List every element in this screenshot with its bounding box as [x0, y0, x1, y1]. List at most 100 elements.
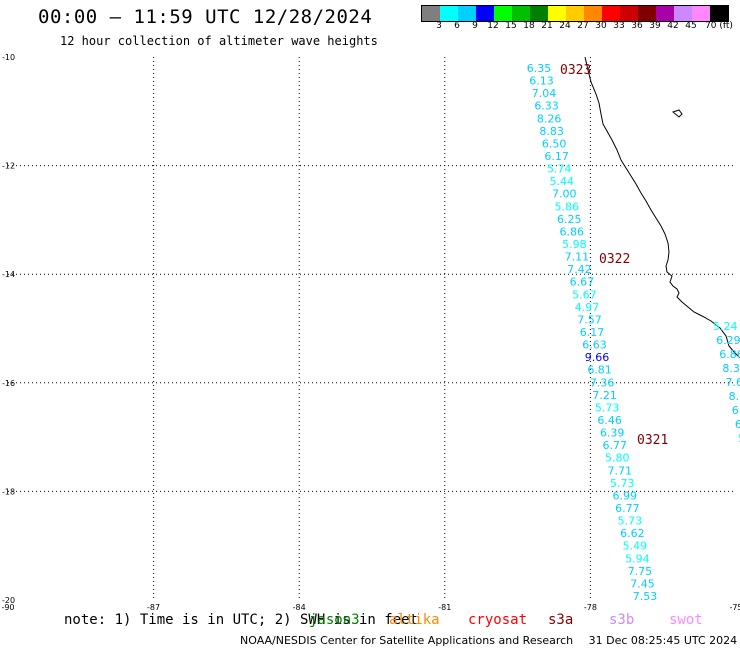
pass-time-label: 0322: [599, 252, 630, 267]
latitude-tick-label: -20: [2, 596, 15, 605]
swh-value: 6.35: [527, 62, 552, 75]
colorbar-label: 18: [523, 21, 535, 31]
swh-value: 8.83: [539, 125, 564, 138]
swh-value: 6.29: [716, 334, 740, 347]
swh-value: 5.67: [572, 288, 597, 301]
colorbar-label: 6: [454, 21, 460, 31]
latitude-tick-label: -10: [2, 53, 15, 62]
longitude-tick-label: -81: [438, 603, 451, 612]
swh-value: 6.46: [597, 414, 622, 427]
colorbar-swatch: [512, 6, 530, 21]
colorbar-swatch: [548, 6, 566, 21]
swh-value: 5.80: [605, 452, 630, 465]
peru-coastline: [584, 56, 740, 359]
swh-value: 7.04: [532, 87, 557, 100]
track-b-swh-values: 5.246.296.868.347.608.276.396.515.85: [713, 320, 740, 445]
coastline: [584, 56, 740, 359]
swh-value: 7.00: [552, 188, 577, 201]
swh-value: 5.44: [549, 175, 574, 188]
colorbar-label: 30: [595, 21, 607, 31]
swh-value: 6.17: [544, 150, 569, 163]
swh-value: 8.26: [537, 112, 562, 125]
satellite-legend-item: cryosat: [468, 612, 528, 628]
longitude-tick-label: -90: [1, 603, 14, 612]
swh-value: 7.11: [565, 251, 590, 264]
swh-value: 5.49: [623, 540, 648, 553]
colorbar-swatch: [530, 6, 548, 21]
satellite-legend-item: altika: [389, 612, 440, 628]
footer-timestamp: 31 Dec 08:25:45 UTC 2024: [588, 634, 738, 647]
colorbar-label: 45: [685, 21, 697, 31]
colorbar-swatch: [422, 6, 440, 21]
colorbar-label: 3: [436, 21, 442, 31]
swh-value: 7.60: [726, 376, 740, 389]
pass-time-label: 0323: [560, 63, 591, 78]
colorbar-swatch: [620, 6, 638, 21]
swh-value: 5.74: [547, 163, 572, 176]
swh-value: 8.27: [729, 390, 740, 403]
swh-value: 7.71: [608, 464, 633, 477]
swh-value: 5.73: [595, 401, 620, 414]
satellite-legend-item: swot: [669, 612, 703, 628]
pass-time-label: 0321: [637, 433, 668, 448]
colorbar-label: 12: [487, 21, 499, 31]
footer: NOAA/NESDIS Center for Satellite Applica…: [240, 634, 737, 647]
satellite-legend-item: s3b: [609, 612, 635, 628]
swh-value: 6.81: [587, 364, 612, 377]
swh-value: 5.24: [713, 320, 738, 333]
colorbar-label: 9: [472, 21, 478, 31]
colorbar-label: 15: [505, 21, 517, 31]
swh-value: 6.39: [732, 404, 740, 417]
colorbar-swatch: [584, 6, 602, 21]
colorbar-swatch: [602, 6, 620, 21]
longitude-tick-label: -75: [729, 603, 740, 612]
pass-labels: 0323 0322 0321: [560, 63, 668, 448]
swh-value: 6.51: [735, 418, 740, 431]
swh-value: 7.21: [592, 389, 617, 402]
satellite-legend-item: s3a: [548, 612, 574, 628]
swh-value: 7.45: [630, 577, 655, 590]
satellite-legend-item: jason3: [309, 612, 360, 628]
footer-credit: NOAA/NESDIS Center for Satellite Applica…: [240, 634, 574, 647]
colorbar-label: 33: [613, 21, 625, 31]
colorbar-label: 24: [559, 21, 571, 31]
latitude-tick-label: -16: [2, 379, 15, 388]
swh-value: 5.85: [738, 432, 740, 445]
map-subtitle: 12 hour collection of altimeter wave hei…: [60, 34, 378, 48]
longitude-tick-label: -78: [584, 603, 597, 612]
note-text: note: 1) Time is in UTC; 2) SWH is in fe…: [64, 612, 419, 628]
colorbar-swatch: [656, 6, 674, 21]
swh-value: 6.17: [580, 326, 605, 339]
colorbar-label: 39: [649, 21, 661, 31]
swh-value: 6.99: [613, 489, 638, 502]
swh-value: 4.97: [575, 301, 600, 314]
swh-value: 5.86: [555, 200, 580, 213]
swh-value: 5.73: [610, 477, 635, 490]
axis-labels: -90 -87 -84 -81 -78 -75 -10 -12 -14 -16 -18 -20: [1, 53, 740, 612]
colorbar-swatch: [566, 6, 584, 21]
colorbar-swatch: [458, 6, 476, 21]
colorbar-swatch: [494, 6, 512, 21]
colorbar-label: 36: [631, 21, 643, 31]
lat-lon-grid: [8, 57, 736, 600]
colorbar-swatch: [638, 6, 656, 21]
swh-value: 6.77: [615, 502, 640, 515]
wave-height-colorbar: [421, 5, 729, 22]
swh-value: 5.98: [562, 238, 587, 251]
colorbar-label: 21: [541, 21, 553, 31]
colorbar-label: 70 (ft): [705, 21, 733, 31]
swh-value: 6.86: [560, 225, 585, 238]
swh-value: 6.67: [570, 276, 595, 289]
swh-value: 5.73: [618, 515, 643, 528]
swh-value: 9.66: [585, 351, 610, 364]
swh-value: 6.13: [529, 75, 554, 88]
swh-value: 5.94: [625, 552, 650, 565]
swh-value: 6.62: [620, 527, 645, 540]
swh-value: 6.50: [542, 137, 567, 150]
swh-value: 8.34: [722, 362, 740, 375]
swh-value: 7.53: [633, 590, 658, 603]
swh-value: 6.25: [557, 213, 582, 226]
swh-value: 6.33: [534, 100, 559, 113]
latitude-tick-label: -18: [2, 487, 15, 496]
